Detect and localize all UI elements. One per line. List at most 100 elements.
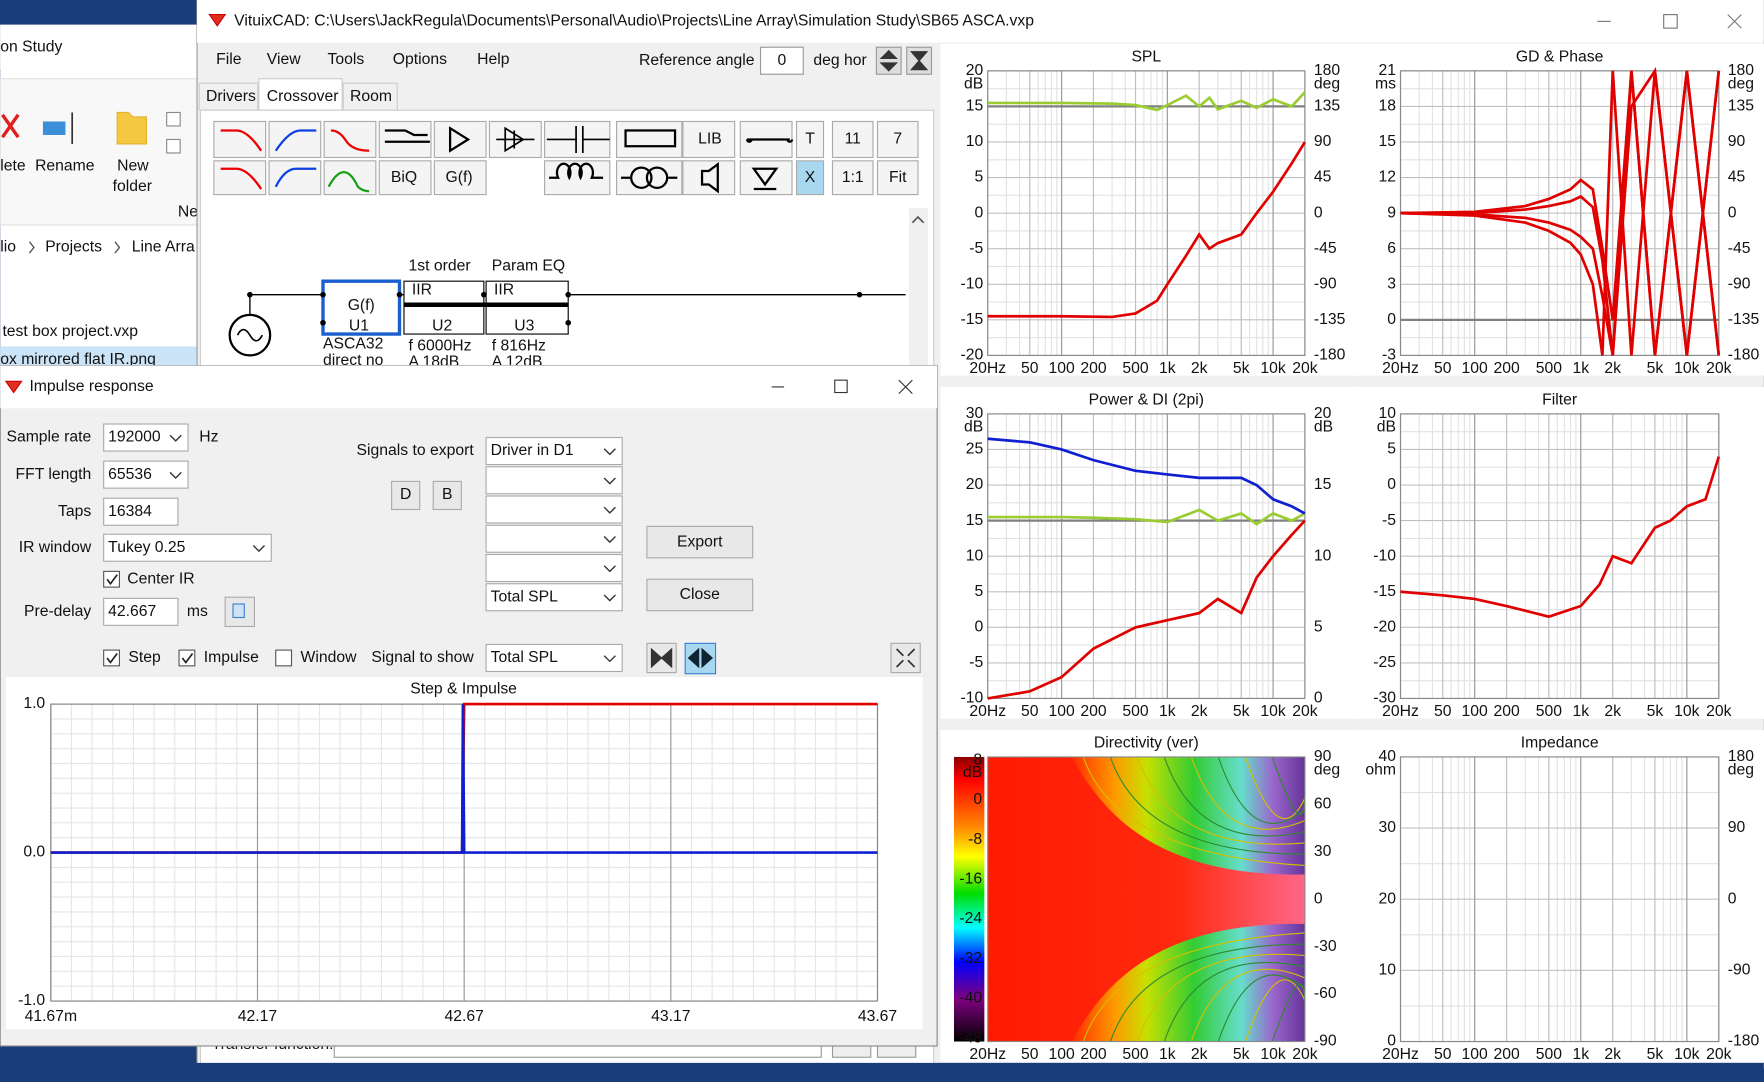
data-line bbox=[1400, 456, 1721, 619]
tool-button[interactable] bbox=[268, 160, 322, 196]
tool-button[interactable] bbox=[795, 160, 825, 196]
x-tick-label: 50 bbox=[1434, 703, 1452, 720]
checkbox-label: Center IR bbox=[127, 570, 194, 587]
x-tick-label: 5k bbox=[1647, 703, 1664, 720]
data-line bbox=[987, 91, 1306, 112]
tool-button[interactable] bbox=[378, 160, 432, 196]
tool-button[interactable] bbox=[795, 120, 825, 159]
icon bbox=[896, 648, 916, 668]
checkbox[interactable] bbox=[103, 649, 120, 667]
colorbar-label: -24 bbox=[959, 910, 982, 927]
combo-box[interactable] bbox=[485, 553, 623, 583]
tool-button[interactable] bbox=[876, 120, 919, 159]
tool-button[interactable] bbox=[831, 160, 874, 196]
ref-label: Reference angle bbox=[639, 52, 755, 69]
tool-button[interactable] bbox=[682, 160, 736, 196]
close-button[interactable] bbox=[646, 578, 754, 612]
driver-button[interactable] bbox=[391, 480, 421, 511]
combo-box[interactable] bbox=[103, 460, 189, 489]
dialog-title: Impulse response bbox=[29, 378, 153, 395]
menu-item: Tools bbox=[328, 51, 365, 68]
x-tick-label: 20Hz bbox=[1382, 1046, 1419, 1063]
checkbox[interactable] bbox=[275, 649, 293, 667]
y2-tick-label: 0 bbox=[1728, 204, 1737, 221]
window-title: VituixCAD: C:\Users\JackRegula\Documents… bbox=[234, 13, 1034, 30]
tool-button[interactable] bbox=[268, 120, 322, 159]
y-tick-label: -3 bbox=[1382, 347, 1396, 364]
icon bbox=[745, 138, 794, 143]
text-input[interactable] bbox=[103, 597, 179, 626]
x-tick-label: 10k bbox=[1260, 360, 1286, 377]
folder-icon bbox=[116, 111, 147, 145]
transformer-icon bbox=[645, 166, 669, 189]
combo-arrow bbox=[252, 545, 265, 553]
data-line bbox=[1400, 70, 1721, 356]
y2-tick-label: 90 bbox=[1728, 819, 1746, 836]
x-tick-label: 20k bbox=[1706, 703, 1732, 720]
tool-button[interactable] bbox=[433, 120, 487, 159]
x-tick-label: 200 bbox=[1493, 360, 1520, 377]
checkbox[interactable] bbox=[178, 649, 196, 667]
combo-box[interactable] bbox=[485, 583, 623, 612]
y-tick-label: 21 bbox=[1378, 62, 1396, 79]
combo-box[interactable] bbox=[103, 533, 272, 562]
checkbox[interactable] bbox=[103, 570, 120, 588]
field-label: Taps bbox=[58, 503, 91, 520]
fullscreen-button[interactable] bbox=[890, 642, 921, 674]
tool-label: T bbox=[805, 131, 815, 148]
checkbox-label: Window bbox=[301, 649, 358, 666]
plot-frame bbox=[940, 43, 1359, 376]
y-tick-label: 5 bbox=[974, 169, 983, 186]
taskbar bbox=[0, 1062, 1764, 1082]
export-button[interactable] bbox=[646, 525, 754, 559]
tool-button[interactable] bbox=[323, 120, 377, 159]
icon bbox=[330, 129, 370, 152]
block-selected bbox=[321, 279, 402, 336]
driver-button[interactable] bbox=[432, 480, 462, 511]
tool-button[interactable] bbox=[213, 160, 267, 196]
close bbox=[898, 379, 913, 395]
combo-arrow bbox=[169, 471, 182, 479]
x-tick-label: 20k bbox=[1292, 360, 1318, 377]
tool-button[interactable] bbox=[876, 160, 919, 196]
plot-border bbox=[1399, 413, 1720, 700]
icon bbox=[448, 126, 471, 153]
tool-button[interactable] bbox=[682, 120, 736, 159]
text-input[interactable] bbox=[103, 497, 179, 526]
combo-box[interactable] bbox=[103, 423, 189, 452]
combo-box[interactable] bbox=[485, 643, 623, 673]
icon bbox=[496, 126, 535, 153]
tool-button[interactable] bbox=[831, 120, 874, 159]
schematic-label: IIR bbox=[412, 281, 432, 298]
combo-box[interactable] bbox=[485, 524, 623, 553]
x-tick-label: 100 bbox=[1462, 1046, 1489, 1063]
schematic-label: 1st order bbox=[408, 258, 470, 275]
tool-button[interactable] bbox=[213, 120, 267, 159]
combo-box[interactable] bbox=[485, 466, 623, 495]
tab-label: Drivers bbox=[206, 88, 256, 105]
y-tick-label: 15 bbox=[966, 98, 984, 115]
combo-box[interactable] bbox=[485, 495, 623, 524]
y-tick-label: -5 bbox=[1382, 512, 1396, 529]
file-name: ox mirrored flat IR.png bbox=[0, 351, 156, 368]
tool-button[interactable] bbox=[323, 160, 377, 196]
colorbar-label: -16 bbox=[959, 871, 982, 888]
icon bbox=[274, 129, 317, 152]
tool-button[interactable] bbox=[615, 120, 683, 159]
y-tick-label: 5 bbox=[974, 583, 983, 600]
y-tick-label: 0 bbox=[974, 204, 983, 221]
y2-tick-label: -45 bbox=[1314, 240, 1337, 257]
menu-item: View bbox=[267, 51, 301, 68]
y-tick-label: -5 bbox=[969, 654, 983, 671]
x-tick-label: 2k bbox=[1604, 1046, 1621, 1063]
y2-tick-label: -180 bbox=[1314, 347, 1346, 364]
combo-box[interactable] bbox=[485, 436, 623, 466]
x-tick-label: 42.17 bbox=[238, 1008, 277, 1025]
tool-button[interactable] bbox=[378, 120, 432, 159]
x-tick-label: 5k bbox=[1233, 360, 1250, 377]
input-value: 16384 bbox=[108, 503, 152, 520]
tool-button[interactable] bbox=[433, 160, 487, 196]
data-line bbox=[1400, 70, 1721, 356]
plot-border bbox=[987, 70, 1306, 356]
